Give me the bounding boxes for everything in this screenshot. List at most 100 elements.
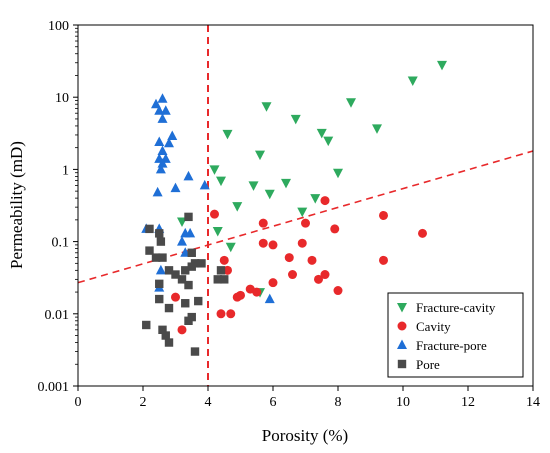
pore-point bbox=[216, 266, 226, 275]
cavity-point bbox=[216, 309, 226, 319]
pore-point bbox=[187, 248, 196, 257]
x-tick-label: 14 bbox=[526, 395, 540, 410]
cavity-point bbox=[258, 238, 268, 248]
fracture-pore-point bbox=[151, 98, 161, 109]
y-tick-label: 0.1 bbox=[52, 236, 70, 251]
x-tick-label: 0 bbox=[75, 395, 82, 410]
trend-line bbox=[77, 150, 534, 284]
fracture-pore-point bbox=[154, 105, 165, 115]
fracture-pore-point bbox=[157, 158, 168, 168]
fracture-pore-point bbox=[177, 236, 187, 246]
pore-point bbox=[190, 259, 200, 268]
cavity-point bbox=[268, 278, 278, 288]
cavity-point bbox=[232, 292, 242, 302]
cavity-point bbox=[418, 228, 427, 238]
cavity-point bbox=[258, 218, 268, 228]
cavity-point bbox=[333, 286, 343, 296]
legend-marker bbox=[397, 339, 407, 349]
fracture-cavity-point bbox=[281, 178, 291, 189]
legend-box bbox=[387, 292, 524, 378]
cavity-point bbox=[297, 238, 307, 248]
fracture-cavity-point bbox=[264, 189, 275, 200]
fracture-pore-point bbox=[167, 130, 178, 141]
pore-point bbox=[161, 331, 170, 340]
y-tick-label: 0.001 bbox=[38, 380, 70, 395]
cavity-point bbox=[320, 270, 330, 280]
y-tick-label: 1 bbox=[62, 163, 69, 178]
fracture-pore-point bbox=[155, 264, 166, 275]
pore-point bbox=[190, 347, 200, 356]
cavity-point bbox=[301, 218, 310, 228]
pore-point bbox=[156, 237, 166, 246]
fracture-cavity-point bbox=[310, 194, 321, 204]
fracture-cavity-point bbox=[216, 176, 226, 187]
cavity-point bbox=[210, 209, 219, 219]
cavity-point bbox=[219, 255, 229, 265]
cavity-point bbox=[171, 292, 180, 302]
legend-label: Fracture-cavity bbox=[416, 300, 496, 315]
pore-point bbox=[184, 212, 193, 222]
fracture-pore-point bbox=[157, 93, 168, 103]
pore-point bbox=[142, 320, 151, 330]
pore-point bbox=[155, 279, 164, 289]
cavity-point bbox=[379, 210, 388, 220]
y-axis-title: Permeability (mD) bbox=[7, 141, 26, 269]
x-tick-label: 12 bbox=[461, 395, 475, 410]
legend-marker bbox=[397, 321, 407, 331]
legend: Fracture-cavity Cavity Fracture-pore Pore bbox=[387, 292, 524, 378]
fracture-pore-point bbox=[154, 136, 165, 146]
x-tick-label: 10 bbox=[396, 395, 410, 410]
fracture-pore-point bbox=[264, 293, 275, 304]
x-tick-label: 8 bbox=[335, 395, 342, 410]
pore-point bbox=[155, 229, 164, 238]
cavity-point bbox=[252, 287, 262, 297]
fracture-pore-point bbox=[160, 105, 171, 115]
pore-point bbox=[158, 325, 167, 335]
cavity-point bbox=[268, 240, 278, 250]
pore-point bbox=[220, 275, 229, 284]
fracture-cavity-point bbox=[407, 76, 418, 87]
cavity-point bbox=[288, 270, 297, 280]
fracture-cavity-point bbox=[297, 207, 308, 218]
cavity-point bbox=[314, 274, 323, 284]
pore-point bbox=[155, 294, 164, 304]
pore-point bbox=[145, 224, 154, 234]
fracture-pore-point bbox=[170, 182, 181, 193]
cavity-point bbox=[223, 265, 232, 275]
pore-point bbox=[181, 299, 190, 308]
fracture-pore-point bbox=[157, 113, 168, 123]
pore-point bbox=[181, 266, 190, 275]
y-tick-label: 10 bbox=[55, 91, 69, 106]
data-points bbox=[141, 60, 447, 356]
fracture-cavity-point bbox=[372, 124, 382, 134]
fracture-cavity-point bbox=[316, 128, 327, 139]
x-axis-ticks: 0 2 4 6 8 10 12 14 bbox=[75, 386, 540, 410]
fracture-pore-point bbox=[157, 145, 168, 155]
fracture-cavity-point bbox=[212, 227, 223, 237]
cavity-point bbox=[320, 196, 330, 206]
legend-marker bbox=[397, 359, 407, 369]
pore-point bbox=[194, 296, 203, 306]
x-axis-title: Porosity (%) bbox=[262, 426, 348, 445]
y-tick-label: 100 bbox=[48, 19, 69, 34]
fracture-cavity-point bbox=[232, 202, 243, 212]
legend-label: Pore bbox=[416, 357, 440, 372]
fracture-cavity-point bbox=[290, 114, 301, 125]
cavity-point bbox=[330, 224, 340, 234]
fracture-cavity-point bbox=[255, 150, 265, 161]
fracture-cavity-point bbox=[346, 98, 356, 108]
cavity-point bbox=[226, 309, 236, 319]
pore-point bbox=[151, 253, 161, 262]
cavity-point bbox=[284, 253, 294, 263]
x-tick-label: 4 bbox=[205, 395, 212, 410]
fracture-pore-point bbox=[155, 163, 166, 174]
fracture-cavity-point bbox=[437, 60, 447, 71]
pore-point bbox=[184, 316, 193, 325]
fracture-pore-point bbox=[199, 179, 210, 190]
cavity-point bbox=[379, 255, 388, 265]
fracture-cavity-point bbox=[261, 102, 272, 112]
fracture-cavity-point bbox=[248, 181, 259, 191]
cavity-point bbox=[177, 325, 187, 335]
cavity-point bbox=[307, 255, 317, 265]
